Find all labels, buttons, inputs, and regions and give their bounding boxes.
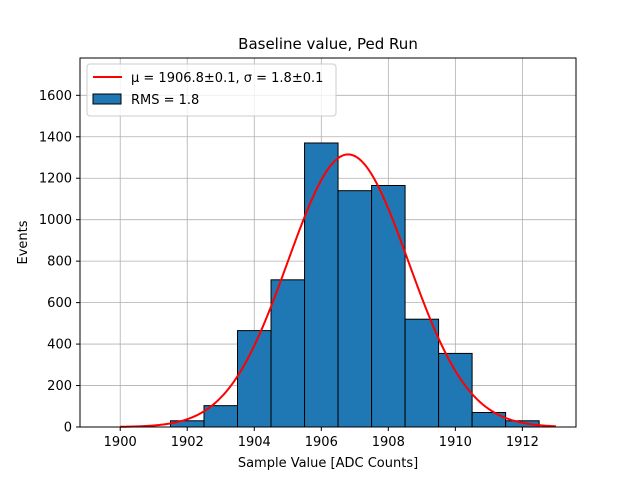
histogram-bar: [371, 184, 406, 428]
legend-box: [86, 63, 337, 117]
y-axis-ticks: 0 200 400 600 800 1000 1200 1400 1600: [39, 89, 80, 436]
y-tick-label: 0: [64, 421, 72, 436]
x-tick-label: 1910: [439, 435, 472, 450]
legend-fit-label: μ = 1906.8±0.1, σ = 1.8±0.1: [131, 71, 323, 86]
x-axis-label: Sample Value [ADC Counts]: [238, 456, 418, 471]
x-tick-label: 1906: [305, 435, 338, 450]
y-tick-label: 400: [47, 338, 72, 353]
y-tick-label: 200: [47, 379, 72, 394]
y-tick-label: 1200: [39, 172, 72, 187]
legend: μ = 1906.8±0.1, σ = 1.8±0.1 RMS = 1.8: [86, 63, 337, 117]
legend-hist-label: RMS = 1.8: [131, 93, 199, 108]
gaussian-fit: [120, 153, 556, 428]
y-tick-label: 600: [47, 296, 72, 311]
x-tick-label: 1902: [171, 435, 204, 450]
fit-curve: [120, 153, 556, 428]
histogram-bar: [337, 190, 373, 428]
histogram-bar: [304, 142, 339, 428]
x-tick-label: 1912: [506, 435, 539, 450]
y-tick-label: 800: [47, 255, 72, 270]
histogram-bar: [471, 411, 507, 428]
chart-title: Baseline value, Ped Run: [238, 35, 418, 53]
legend-hist-swatch: [92, 93, 122, 105]
x-tick-label: 1908: [372, 435, 405, 450]
y-tick-label: 1600: [39, 89, 72, 104]
histogram-bars: [169, 142, 540, 428]
x-axis-ticks: 1900 1902 1904 1906 1908 1910 1912: [104, 427, 539, 450]
x-tick-label: 1900: [104, 435, 137, 450]
y-tick-label: 1000: [39, 213, 72, 228]
y-tick-label: 1400: [39, 130, 72, 145]
y-axis-label: Events: [16, 220, 31, 264]
histogram-bar: [438, 352, 473, 428]
histogram-bar: [404, 318, 440, 428]
histogram-bar: [270, 279, 306, 428]
x-tick-label: 1904: [238, 435, 271, 450]
plot-frame: [79, 57, 577, 428]
